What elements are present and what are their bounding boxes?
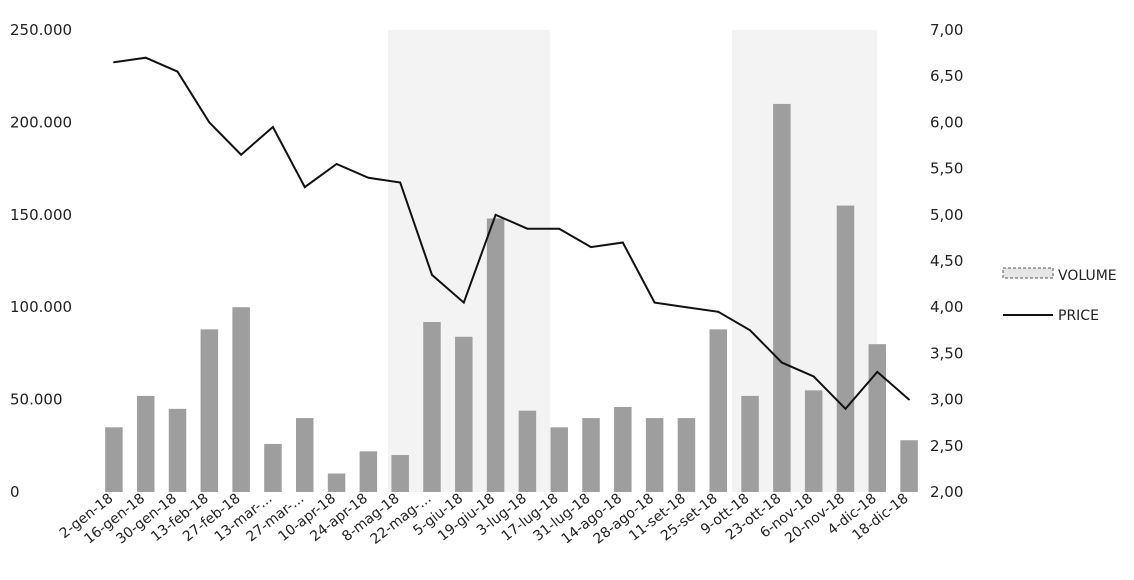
price-point [558,227,561,230]
volume-bar [645,418,664,492]
right-axis-tick-label: 4,00 [930,298,963,316]
volume-bars [105,103,918,493]
right-axis-tick-label: 6,50 [930,67,963,85]
price-point [367,177,370,179]
volume-bar [296,418,314,492]
volume-bar [168,408,187,492]
price-point [399,181,401,184]
price-point [622,241,624,244]
right-axis-tick-label: 2,00 [930,483,963,501]
volume-bar [518,410,537,492]
volume-bar [804,390,823,492]
volume-bar [391,455,409,492]
legend-volume-label: VOLUME [1058,268,1117,284]
volume-bar [423,321,441,492]
left-axis-tick-label: 50.000 [10,391,63,409]
right-axis-tick-label: 5,00 [930,206,963,224]
left-axis-tick-label: 100.000 [10,298,72,316]
price-point [526,227,529,230]
price-point [144,56,147,59]
volume-bar [486,218,505,492]
volume-bar [773,103,791,493]
price-point [176,70,179,73]
volume-bar [359,451,378,492]
volume-bar [582,418,600,492]
volume-bar [868,344,887,492]
price-point [653,301,656,304]
price-point [781,361,783,364]
price-point [685,306,688,309]
volume-bar [550,427,568,492]
x-axis-ticks: 2-gen-1816-gen-1830-gen-1813-feb-1827-fe… [57,491,912,548]
volume-bar [264,443,282,492]
volume-bar [136,395,155,492]
volume-bar [200,329,219,492]
price-point [113,61,115,64]
right-axis-tick-label: 3,00 [930,391,963,409]
price-point [208,121,211,124]
price-point [335,163,338,165]
left-axis-ticks: 250.000 200.000 150.000 100.000 50.000 0 [10,21,72,501]
price-point [462,301,465,304]
volume-bar [709,329,727,492]
right-axis-tick-label: 5,50 [930,160,963,178]
volume-bar [677,418,696,492]
price-point [908,398,910,401]
left-axis-tick-label: 0 [10,483,20,501]
price-point [844,408,847,410]
price-point [240,153,242,156]
price-line-path [113,56,910,411]
volume-bar [836,205,855,492]
right-axis-tick-label: 3,50 [930,344,963,362]
left-axis-tick-label: 250.000 [10,21,72,39]
volume-bar [232,307,250,492]
left-axis-tick-label: 200.000 [10,113,72,131]
right-axis-tick-label: 4,50 [930,252,963,270]
price-point [494,214,497,216]
volume-bar [741,395,759,492]
right-axis-ticks: 7,00 6,50 6,00 5,50 5,00 4,50 4,00 3,50 3,00 2,50… [930,21,963,501]
price-point [749,329,751,332]
legend-price-label: PRICE [1058,308,1099,324]
right-axis-tick-label: 2,50 [930,437,963,455]
left-axis-tick-label: 150.000 [10,206,72,224]
volume-bar [900,440,918,492]
volume-bar [105,427,123,492]
price-point [303,186,306,188]
price-point [590,246,592,248]
legend: VOLUME PRICE [1002,267,1117,324]
price-point [717,311,720,313]
right-axis-tick-label: 7,00 [930,21,963,39]
price-point [812,375,815,378]
volume-bar [455,336,473,492]
right-axis-tick-label: 6,00 [930,113,963,131]
price-line [113,56,910,411]
legend-volume-swatch [1002,267,1054,279]
price-point [272,126,274,128]
price-point [431,274,433,276]
price-point [876,371,879,373]
volume-bar [614,406,632,492]
volume-bar [327,473,346,492]
